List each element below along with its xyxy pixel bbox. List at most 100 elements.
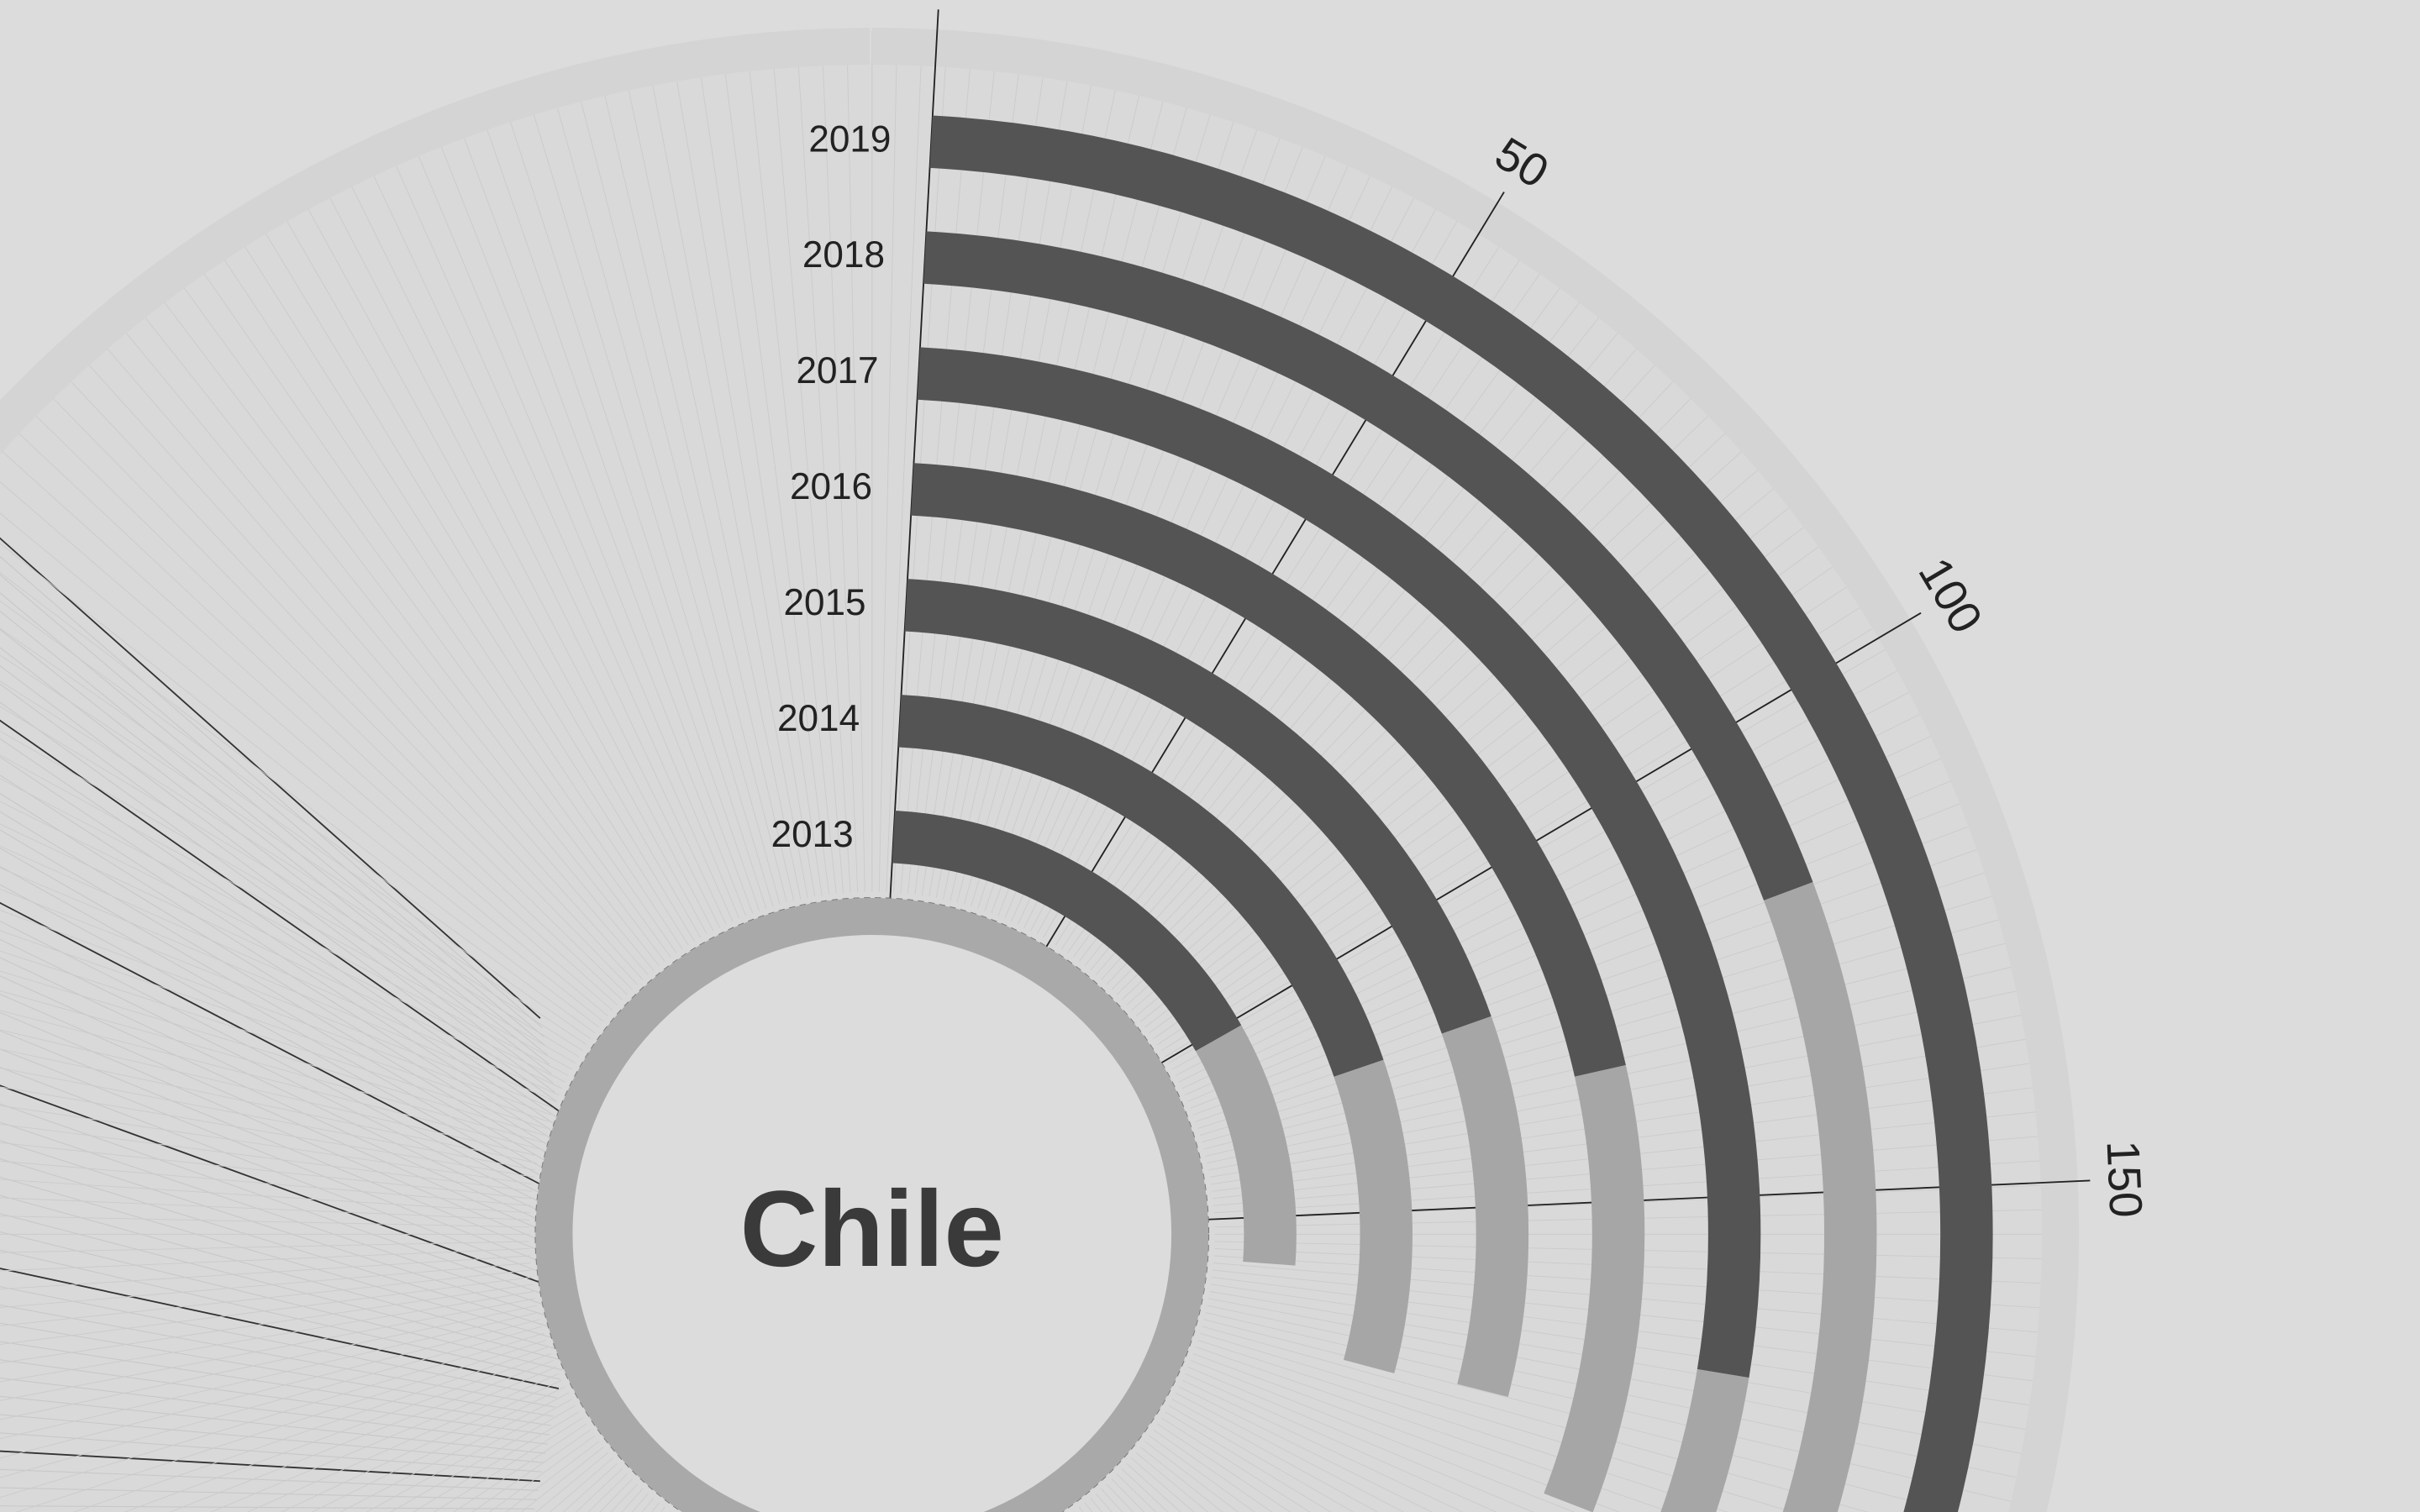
minor-grid — [339, 1392, 569, 1512]
minor-grid — [0, 801, 566, 1083]
minor-grid — [0, 449, 618, 1005]
minor-grid — [1171, 1399, 1379, 1512]
neighbor-line — [0, 774, 565, 1139]
minor-grid — [0, 627, 592, 1040]
neighbor-line — [0, 1341, 552, 1426]
minor-grid — [1187, 1366, 1534, 1512]
center-ring — [535, 898, 1209, 1512]
minor-grid — [164, 260, 671, 958]
minor-grid — [412, 1411, 580, 1512]
minor-grid — [1030, 167, 1430, 932]
minor-grid — [963, 75, 1197, 905]
minor-grid — [1131, 447, 1784, 1011]
neighbor-line — [0, 1030, 583, 1269]
minor-grid — [0, 990, 543, 1143]
bar-segment — [929, 115, 1993, 1512]
minor-grid — [476, 97, 760, 911]
minor-grid — [1055, 218, 1518, 946]
neighbor-line — [0, 1103, 576, 1306]
minor-grid — [0, 1277, 533, 1345]
minor-grid — [597, 62, 795, 901]
minor-grid — [1199, 1332, 1794, 1512]
minor-grid — [451, 106, 754, 914]
minor-grid — [846, 31, 865, 892]
minor-grid — [247, 1373, 560, 1512]
minor-grid — [1207, 1305, 2050, 1485]
neighbor-line — [0, 957, 583, 1232]
chart-title: Chile — [740, 1169, 1004, 1289]
minor-grid — [428, 115, 747, 916]
minor-grid — [15, 1339, 547, 1512]
minor-grid — [0, 512, 608, 1016]
bar-segment — [1441, 1016, 1529, 1398]
neighbor-line — [0, 683, 555, 1093]
minor-grid — [366, 1399, 572, 1512]
minor-grid — [0, 654, 587, 1046]
minor-grid — [0, 572, 600, 1028]
bar-segment — [917, 347, 1761, 1378]
neighbor-line — [0, 829, 571, 1168]
minor-grid — [1036, 179, 1453, 935]
neighbor-line — [0, 1450, 540, 1483]
minor-grid — [900, 34, 974, 894]
tick-label: 0 — [925, 0, 954, 9]
bar-segment — [1334, 1059, 1413, 1373]
minor-grid — [1017, 144, 1386, 925]
tick-line — [889, 9, 939, 899]
minor-grid — [0, 1048, 538, 1164]
minor-grid — [1211, 1058, 2064, 1185]
minor-grid — [0, 1248, 530, 1272]
bar-segment — [1544, 1065, 1645, 1512]
neighbor-line — [0, 664, 554, 1084]
minor-grid — [0, 600, 596, 1034]
minor-grid — [1190, 790, 1991, 1109]
minor-grid — [720, 39, 830, 895]
minor-grid — [0, 1269, 532, 1326]
minor-grid — [997, 115, 1316, 916]
neighbor-line — [0, 1121, 574, 1315]
minor-grid — [1211, 1284, 2064, 1411]
minor-grid — [1078, 275, 1601, 962]
minor-grid — [0, 1142, 532, 1200]
minor-grid — [1067, 245, 1560, 953]
tick-label: 50 — [1486, 127, 1558, 198]
minor-grid — [0, 1241, 530, 1253]
minor-grid — [1213, 1133, 2072, 1206]
minor-grid — [0, 1029, 539, 1157]
neighbor-line — [0, 555, 543, 1028]
neighbor-line — [0, 1158, 571, 1334]
minor-grid — [1181, 721, 1962, 1089]
minor-grid — [1095, 323, 1660, 976]
neighbor-line — [0, 1468, 539, 1491]
minor-grid — [0, 754, 572, 1070]
minor-grid — [0, 1215, 530, 1228]
minor-grid — [984, 97, 1269, 911]
minor-grid — [548, 75, 781, 905]
minor-grid — [1190, 1360, 1576, 1512]
minor-grid — [226, 218, 689, 946]
minor-grid — [1212, 1083, 2067, 1192]
neighbor-line — [0, 884, 576, 1195]
neighbor-line — [0, 1084, 578, 1297]
minor-grid — [921, 44, 1049, 896]
minor-grid — [1140, 486, 1816, 1022]
minor-grid — [0, 1086, 534, 1178]
minor-grid — [0, 1290, 534, 1383]
minor-grid — [886, 31, 923, 893]
minor-grid — [1185, 744, 1972, 1095]
minor-grid — [1178, 698, 1951, 1083]
minor-grid — [124, 1353, 551, 1512]
minor-grid — [1195, 837, 2009, 1122]
minor-grid — [72, 1347, 549, 1512]
minor-grid — [1121, 410, 1750, 1000]
neighbor-line — [0, 938, 581, 1223]
minor-grid — [1205, 1312, 2044, 1509]
minor-grid — [971, 81, 1221, 907]
minor-grid — [1212, 1277, 2067, 1386]
minor-grid — [1181, 1379, 1464, 1512]
minor-grid — [1101, 339, 1678, 980]
minor-grid — [1043, 192, 1475, 938]
minor-grid — [523, 81, 774, 907]
minor-grid — [1199, 885, 2025, 1136]
